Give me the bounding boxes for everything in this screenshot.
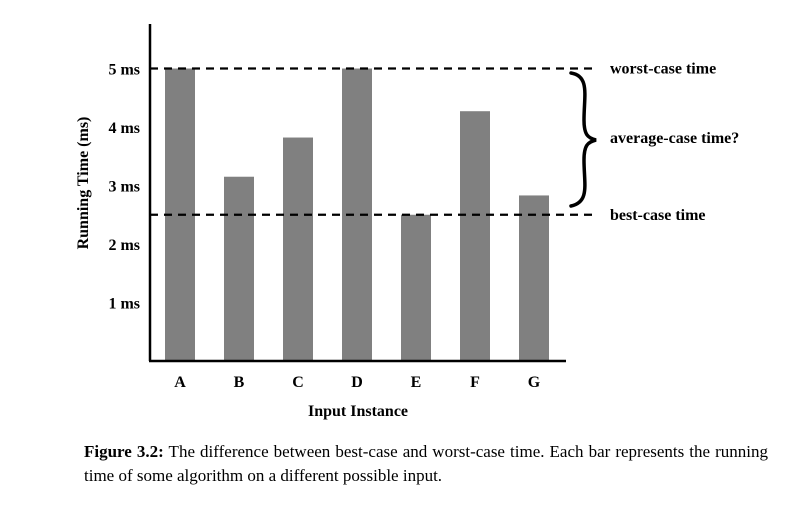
y-tick-2: 2 ms <box>108 237 140 254</box>
figure-caption: Figure 3.2: The difference between best-… <box>84 440 768 488</box>
x-tick-a: A <box>174 374 186 391</box>
bar-chart: worst-case time best-case time 1 ms 2 ms 3 … <box>75 24 739 420</box>
x-tick-d: D <box>351 374 363 391</box>
average-case-label: average-case time? <box>610 130 739 147</box>
y-tick-labels: 1 ms 2 ms 3 ms 4 ms 5 ms <box>108 62 140 313</box>
best-case-label: best-case time <box>610 207 706 224</box>
y-tick-1: 1 ms <box>108 296 140 313</box>
bars-group <box>165 68 549 361</box>
bar-g <box>519 195 549 361</box>
y-tick-3: 3 ms <box>108 179 140 196</box>
bar-e <box>401 214 431 361</box>
x-tick-c: C <box>292 374 304 391</box>
bar-c <box>283 137 313 361</box>
figure-label: Figure 3.2: <box>84 442 164 461</box>
x-tick-f: F <box>470 374 480 391</box>
worst-case-label: worst-case time <box>610 61 716 78</box>
x-tick-g: G <box>528 374 541 391</box>
x-tick-b: B <box>234 374 245 391</box>
caption-text: The difference between best-case and wor… <box>84 442 768 485</box>
y-tick-4: 4 ms <box>108 120 140 137</box>
x-tick-e: E <box>411 374 422 391</box>
y-tick-5: 5 ms <box>108 62 140 79</box>
curly-brace-icon <box>569 71 597 208</box>
bar-b <box>224 176 254 361</box>
x-tick-labels: A B C D E F G <box>174 374 541 391</box>
bar-f <box>460 111 490 361</box>
y-axis-label: Running Time (ms) <box>75 117 92 250</box>
reference-lines-group: worst-case time best-case time <box>150 61 716 224</box>
x-axis-label: Input Instance <box>308 403 408 420</box>
